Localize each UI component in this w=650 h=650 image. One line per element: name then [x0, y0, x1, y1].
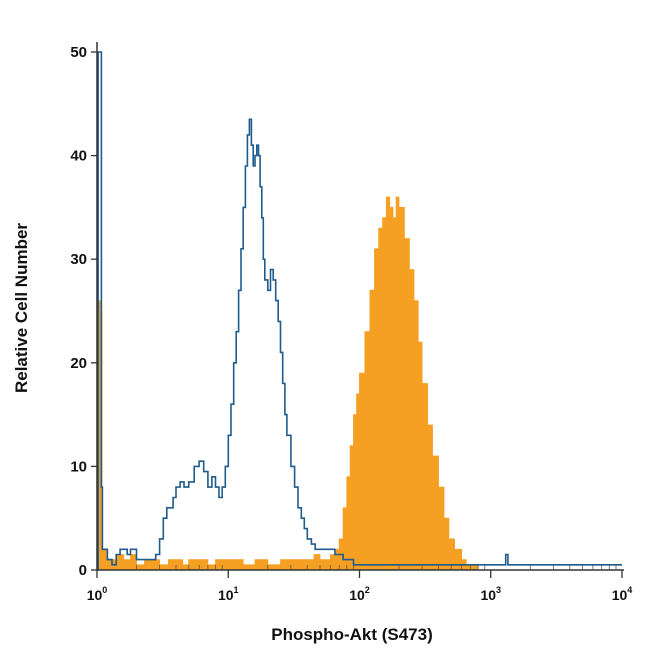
x-tick-label: 102 [349, 585, 370, 603]
y-tick-label: 10 [70, 458, 87, 475]
x-tick-label: 104 [612, 585, 633, 603]
series-outline-histogram [97, 51, 622, 571]
series-filled-histogram [97, 196, 622, 571]
y-axis-title: Relative Cell Number [12, 223, 31, 393]
y-tick-label: 20 [70, 355, 87, 372]
x-tick-label: 101 [218, 585, 239, 603]
axes-layer: 0 10 20 30 40 50 100 101 102 103 104 [70, 42, 632, 603]
x-tick-label: 100 [87, 585, 108, 603]
y-tick-label: 30 [70, 251, 87, 268]
x-axis-title: Phospho-Akt (S473) [271, 625, 433, 644]
y-tick-label: 40 [70, 148, 87, 165]
x-ticks: 100 101 102 103 104 [87, 565, 633, 603]
y-ticks: 0 10 20 30 40 50 [70, 44, 97, 579]
x-tick-label: 103 [480, 585, 501, 603]
y-tick-label: 50 [70, 44, 87, 61]
y-tick-label: 0 [79, 562, 87, 579]
series-layer [97, 51, 622, 571]
